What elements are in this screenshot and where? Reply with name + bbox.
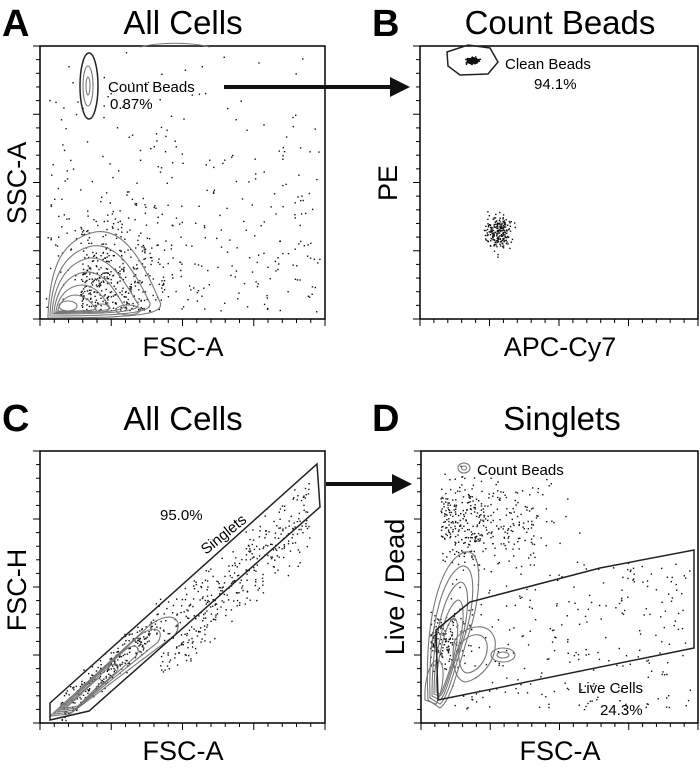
- panel-c-x-axis-label: FSC-A: [143, 736, 224, 766]
- panel-a-y-axis-label: SSC-A: [2, 142, 32, 225]
- panel-d-contours: [424, 462, 516, 709]
- panel-d-live-cells-gate: [435, 549, 695, 701]
- panel-b-axis-ticks: [413, 45, 699, 326]
- panel-d-live-cells-label: Live Cells: [578, 680, 643, 697]
- panel-d-live-cells-percent: 24.3%: [600, 702, 643, 719]
- panel-c-gate-percent: 95.0%: [160, 507, 203, 524]
- panel-d-axis-ticks: [414, 450, 699, 730]
- panel-b-letter: B: [372, 3, 399, 45]
- panel-c-singlets-gate: [49, 462, 321, 721]
- panel-b-title: Count Beads: [465, 4, 656, 41]
- panel-a-count-beads-gate: [79, 52, 99, 120]
- panel-d-title: Singlets: [503, 400, 620, 437]
- panel-d-plot-frame: [420, 450, 699, 724]
- panel-b-clean-beads-gate: [446, 44, 499, 76]
- panel-a: A All Cells FSC-A SSC-A Count Beads 0.87…: [2, 3, 326, 362]
- panel-a-gate-percent: 0.87%: [110, 96, 153, 113]
- panel-c-letter: C: [2, 398, 29, 440]
- arrow-c-to-d: [326, 474, 412, 494]
- panel-c-axis-ticks: [33, 450, 326, 730]
- panel-c-contours: [48, 616, 179, 717]
- panel-c: C All Cells FSC-A FSC-H 95.0% Singlets: [2, 398, 326, 766]
- panel-d-y-axis-label: Live / Dead: [380, 519, 410, 656]
- panel-a-letter: A: [2, 3, 29, 45]
- panel-c-y-axis-label: FSC-H: [2, 549, 32, 632]
- panel-b-gate-percent: 94.1%: [534, 76, 577, 93]
- panel-d-event-dots: [430, 465, 691, 711]
- panel-b-event-dots: [465, 56, 516, 258]
- panel-c-gate-name: Singlets: [198, 511, 250, 558]
- panel-a-event-dots: [45, 52, 321, 313]
- panel-b-gate-name: Clean Beads: [505, 56, 591, 73]
- panel-c-plot-frame: [39, 450, 326, 724]
- panel-d: D Singlets FSC-A Live / Dead Count Beads…: [372, 398, 699, 766]
- panel-d-letter: D: [372, 398, 399, 440]
- panel-b-y-axis-label: PE: [373, 165, 403, 201]
- panel-b: B Count Beads APC-Cy7 PE Clean Beads 94.…: [372, 3, 699, 362]
- panel-d-x-axis-label: FSC-A: [520, 736, 601, 766]
- panel-c-title: All Cells: [123, 400, 242, 437]
- panel-d-count-beads-label: Count Beads: [477, 462, 564, 479]
- panel-a-contours: [47, 42, 211, 319]
- panel-a-title: All Cells: [123, 4, 242, 41]
- panel-a-axis-ticks: [33, 45, 326, 326]
- panel-a-x-axis-label: FSC-A: [143, 332, 224, 362]
- panel-b-x-axis-label: APC-Cy7: [504, 332, 617, 362]
- panel-a-gate-name: Count Beads: [108, 79, 195, 96]
- arrow-a-to-b: [224, 77, 410, 97]
